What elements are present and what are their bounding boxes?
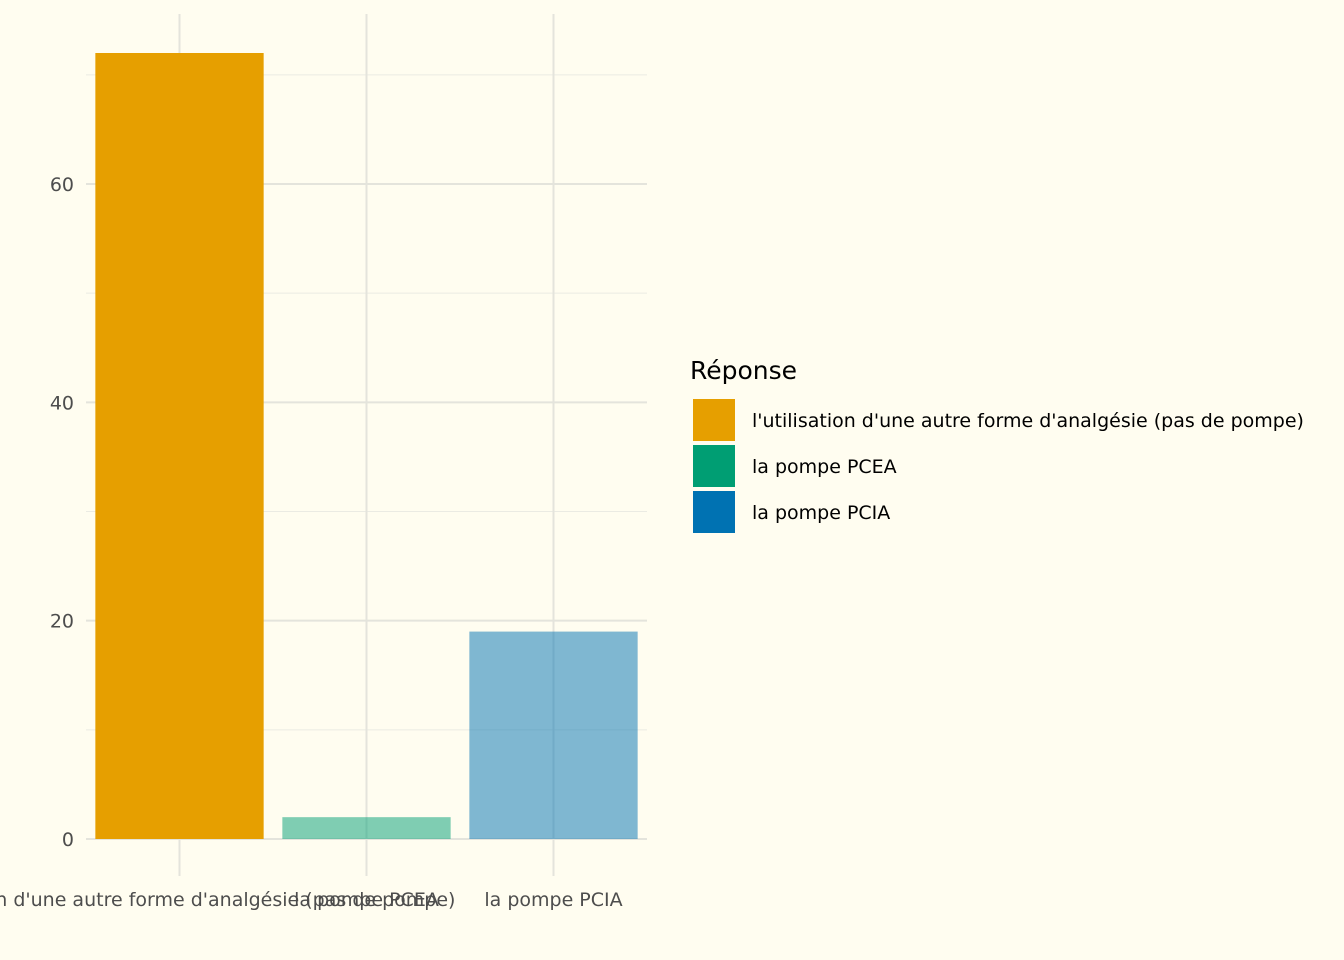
y-axis: 0 20 40 60 (50, 174, 74, 851)
y-tick-label: 40 (50, 392, 74, 414)
legend-swatch (693, 445, 735, 487)
y-tick-label: 20 (50, 611, 74, 633)
x-tick-label: la pompe PCIA (484, 889, 622, 911)
x-tick-label: l'utilisation d'une autre forme d'analgé… (0, 889, 455, 911)
x-axis: l'utilisation d'une autre forme d'analgé… (0, 889, 623, 911)
bar-1 (95, 53, 264, 839)
legend-swatch (693, 491, 735, 533)
legend: Réponse l'utilisation d'une autre forme … (690, 356, 1304, 533)
bar-2 (282, 817, 451, 839)
y-tick-label: 0 (62, 829, 74, 851)
legend-label: l'utilisation d'une autre forme d'analgé… (752, 410, 1304, 432)
legend-swatch (693, 399, 735, 441)
bar-3 (469, 631, 638, 839)
bars (95, 53, 638, 839)
legend-label: la pompe PCIA (752, 502, 890, 524)
legend-label: la pompe PCEA (752, 456, 897, 478)
x-tick-label: la pompe PCEA (294, 889, 439, 911)
y-tick-label: 60 (50, 174, 74, 196)
legend-title: Réponse (690, 356, 797, 385)
